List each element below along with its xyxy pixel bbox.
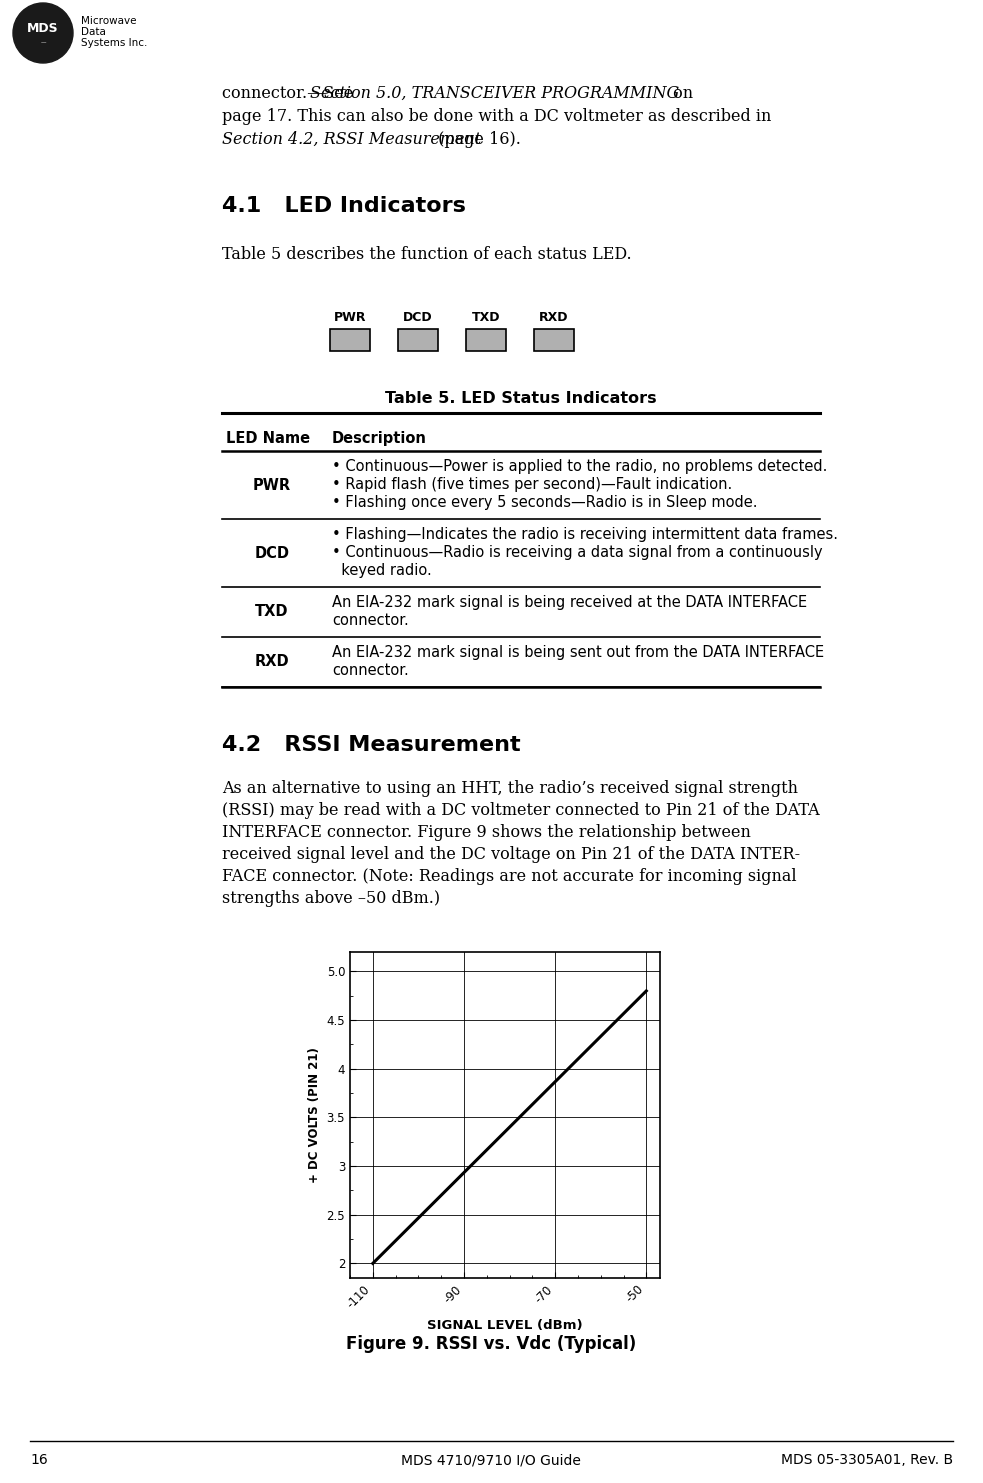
Text: PWR: PWR [253, 478, 291, 492]
Text: (page 16).: (page 16). [433, 131, 521, 148]
Text: • Continuous—Power is applied to the radio, no problems detected.: • Continuous—Power is applied to the rad… [332, 460, 828, 475]
Text: • Continuous—Radio is receiving a data signal from a continuously: • Continuous—Radio is receiving a data s… [332, 544, 823, 561]
Text: strengths above –50 dBm.): strengths above –50 dBm.) [222, 890, 440, 908]
Text: —: — [40, 40, 46, 46]
Bar [534, 329, 574, 351]
Text: MDS 4710/9710 I/O Guide: MDS 4710/9710 I/O Guide [401, 1453, 581, 1467]
Text: page 17. This can also be done with a DC voltmeter as described in: page 17. This can also be done with a DC… [222, 108, 772, 125]
Y-axis label: + DC VOLTS (PIN 21): + DC VOLTS (PIN 21) [308, 1047, 321, 1183]
Text: Table 5 describes the function of each status LED.: Table 5 describes the function of each s… [222, 246, 632, 262]
Text: connector.—See: connector.—See [222, 85, 359, 102]
Text: keyed radio.: keyed radio. [332, 564, 432, 578]
Text: As an alternative to using an HHT, the radio’s received signal strength: As an alternative to using an HHT, the r… [222, 780, 798, 796]
Text: Systems Inc.: Systems Inc. [81, 39, 147, 47]
Text: (RSSI) may be read with a DC voltmeter connected to Pin 21 of the DATA: (RSSI) may be read with a DC voltmeter c… [222, 802, 820, 819]
Text: connector.: connector. [332, 612, 409, 627]
Text: PWR: PWR [334, 311, 367, 323]
Text: connector.: connector. [332, 663, 409, 678]
Text: on: on [668, 85, 693, 102]
Bar [466, 329, 506, 351]
Text: TXD: TXD [472, 311, 500, 323]
Text: • Flashing once every 5 seconds—Radio is in Sleep mode.: • Flashing once every 5 seconds—Radio is… [332, 495, 758, 510]
Text: MDS: MDS [28, 21, 59, 34]
Text: • Rapid flash (five times per second)—Fault indication.: • Rapid flash (five times per second)—Fa… [332, 478, 732, 492]
Text: 4.1   LED Indicators: 4.1 LED Indicators [222, 196, 466, 217]
Circle shape [13, 3, 73, 62]
Text: DCD: DCD [403, 311, 433, 323]
Text: 4.2   RSSI Measurement: 4.2 RSSI Measurement [222, 736, 521, 755]
Text: An EIA-232 mark signal is being received at the DATA INTERFACE: An EIA-232 mark signal is being received… [332, 595, 807, 610]
Text: RXD: RXD [255, 654, 289, 669]
Text: An EIA-232 mark signal is being sent out from the DATA INTERFACE: An EIA-232 mark signal is being sent out… [332, 645, 824, 660]
Bar [330, 329, 370, 351]
Text: Table 5. LED Status Indicators: Table 5. LED Status Indicators [385, 392, 657, 406]
Text: 16: 16 [30, 1453, 48, 1467]
X-axis label: SIGNAL LEVEL (dBm): SIGNAL LEVEL (dBm) [428, 1320, 583, 1332]
Text: Data: Data [81, 27, 106, 37]
Text: LED Name: LED Name [226, 432, 310, 446]
Text: DCD: DCD [255, 546, 290, 561]
Text: MDS 05-3305A01, Rev. B: MDS 05-3305A01, Rev. B [781, 1453, 953, 1467]
Text: Section 4.2, RSSI Measurement: Section 4.2, RSSI Measurement [222, 131, 481, 148]
Text: TXD: TXD [256, 605, 289, 620]
Text: RXD: RXD [540, 311, 569, 323]
Text: Microwave: Microwave [81, 16, 137, 27]
Text: received signal level and the DC voltage on Pin 21 of the DATA INTER-: received signal level and the DC voltage… [222, 845, 800, 863]
Text: INTERFACE connector. Figure 9 shows the relationship between: INTERFACE connector. Figure 9 shows the … [222, 825, 751, 841]
Text: Section 5.0, TRANSCEIVER PROGRAMMING: Section 5.0, TRANSCEIVER PROGRAMMING [310, 85, 679, 102]
Text: Figure 9. RSSI vs. Vdc (Typical): Figure 9. RSSI vs. Vdc (Typical) [346, 1335, 636, 1352]
Text: Description: Description [332, 432, 427, 446]
Text: • Flashing—Indicates the radio is receiving intermittent data frames.: • Flashing—Indicates the radio is receiv… [332, 526, 838, 541]
Text: FACE connector. (Note: Readings are not accurate for incoming signal: FACE connector. (Note: Readings are not … [222, 868, 796, 885]
Bar [398, 329, 438, 351]
